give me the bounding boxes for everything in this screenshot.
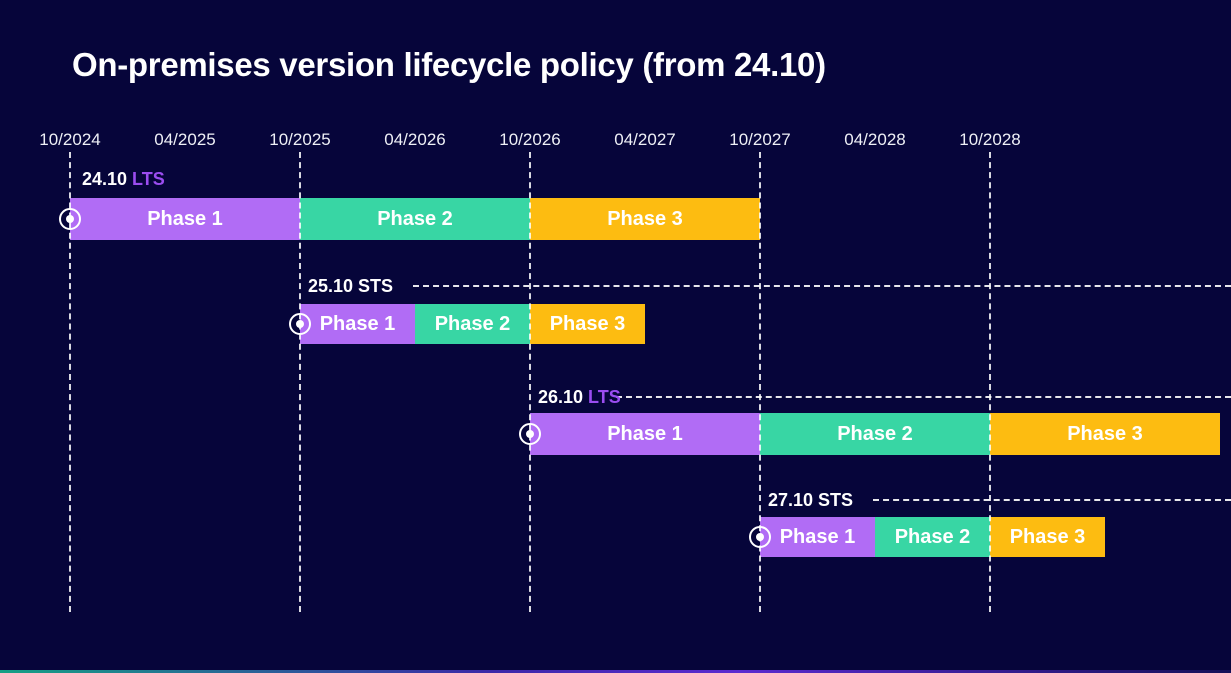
label-leader-line	[616, 396, 1231, 398]
release-channel: STS	[358, 276, 394, 296]
axis-tick: 04/2025	[154, 130, 216, 149]
axis-tick: 10/2025	[269, 130, 331, 149]
phase-label: Phase 3	[1067, 422, 1143, 445]
release-start-marker-icon	[749, 526, 771, 548]
axis-tick: 04/2028	[844, 130, 906, 149]
gridline-vertical	[529, 152, 531, 612]
bar-25-10-phase-1: Phase 1	[300, 304, 415, 344]
release-start-marker-icon	[289, 313, 311, 335]
release-version: 27.10	[768, 490, 819, 510]
phase-label: Phase 2	[894, 525, 971, 548]
bar-27-10-phase-2: Phase 2	[875, 517, 990, 557]
label-leader-line	[413, 285, 1231, 287]
bar-26-10-phase-3: Phase 3	[990, 413, 1220, 455]
axis-tick: 04/2026	[384, 130, 446, 149]
bottom-gradient-strip	[0, 670, 1231, 673]
phase-label: Phase 1	[779, 525, 856, 548]
phase-label: Phase 2	[434, 312, 511, 335]
axis-tick: 10/2028	[959, 130, 1021, 149]
release-version: 25.10	[308, 276, 359, 296]
bar-27-10-phase-3: Phase 3	[990, 517, 1105, 557]
release-channel: STS	[818, 490, 854, 510]
bar-24-10-phase-1: Phase 1	[70, 198, 300, 240]
gridline-vertical	[989, 152, 991, 612]
page-title: On-premises version lifecycle policy (fr…	[72, 46, 826, 83]
bar-26-10-phase-2: Phase 2	[760, 413, 990, 455]
bar-26-10-phase-1: Phase 1	[530, 413, 760, 455]
phase-label: Phase 3	[1009, 525, 1086, 548]
bar-24-10-phase-2: Phase 2	[300, 198, 530, 240]
release-channel: LTS	[132, 169, 165, 189]
phase-label: Phase 1	[147, 207, 223, 230]
phase-label: Phase 2	[837, 422, 913, 445]
axis-tick: 04/2027	[614, 130, 676, 149]
axis-tick: 10/2027	[729, 130, 791, 149]
release-label-26-10: 26.10 LTS	[538, 387, 621, 408]
gridline-vertical	[69, 152, 71, 612]
release-version: 24.10	[82, 169, 133, 189]
phase-label: Phase 1	[319, 312, 396, 335]
bar-27-10-phase-1: Phase 1	[760, 517, 875, 557]
release-channel: LTS	[588, 387, 621, 407]
phase-label: Phase 3	[607, 207, 683, 230]
bar-25-10-phase-2: Phase 2	[415, 304, 530, 344]
release-start-marker-icon	[519, 423, 541, 445]
release-version: 26.10	[538, 387, 589, 407]
gridline-vertical	[759, 152, 761, 612]
release-label-24-10: 24.10 LTS	[82, 169, 165, 190]
release-label-27-10: 27.10 STS	[768, 490, 853, 511]
bar-24-10-phase-3: Phase 3	[530, 198, 760, 240]
bar-25-10-phase-3: Phase 3	[530, 304, 645, 344]
label-leader-line	[873, 499, 1231, 501]
axis-tick: 10/2024	[39, 130, 101, 149]
axis-tick: 10/2026	[499, 130, 561, 149]
phase-label: Phase 2	[377, 207, 453, 230]
phase-label: Phase 3	[549, 312, 626, 335]
release-label-25-10: 25.10 STS	[308, 276, 393, 297]
release-start-marker-icon	[59, 208, 81, 230]
gridline-vertical	[299, 152, 301, 612]
phase-label: Phase 1	[607, 422, 683, 445]
